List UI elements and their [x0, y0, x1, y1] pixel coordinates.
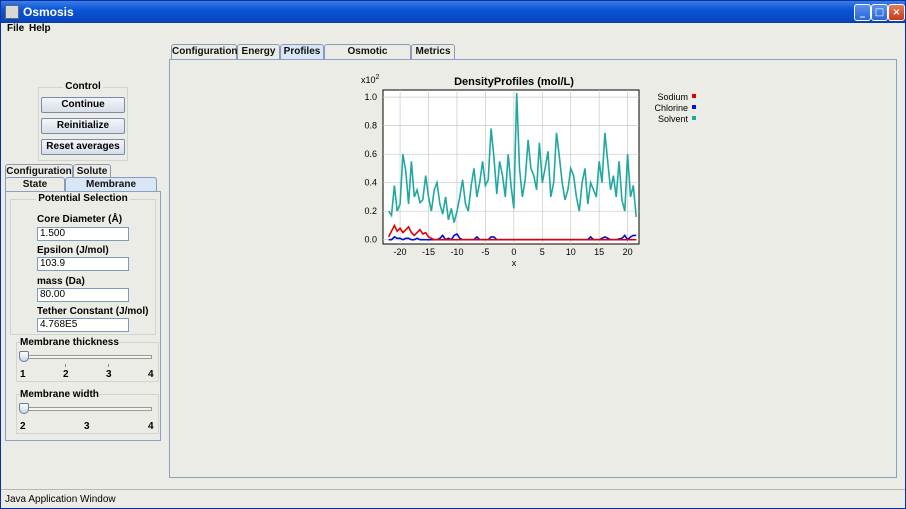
x-tick-label: 0 [511, 247, 516, 257]
legend-label-chlorine: Chlorine [654, 103, 688, 113]
series-lines [387, 92, 637, 241]
x-tick-label: -15 [422, 247, 435, 257]
membrane-width-slider[interactable] [19, 403, 29, 414]
mass-label: mass (Da) [37, 276, 85, 287]
x-tick-label: 5 [540, 247, 545, 257]
close-icon[interactable]: × [888, 4, 905, 21]
legend-label-sodium: Sodium [657, 92, 688, 102]
reset-averages-button[interactable]: Reset averages [41, 139, 125, 155]
thickness-tick-3: 3 [106, 369, 112, 380]
tether-constant-label: Tether Constant (J/mol) [37, 306, 149, 317]
membrane-thickness-label: Membrane thickness [20, 337, 119, 348]
thickness-tick-1: 1 [20, 369, 26, 380]
x-axis-label: x [512, 258, 517, 268]
epsilon-field[interactable]: 103.9 [37, 257, 129, 271]
potential-selection-group: Potential Selection Core Diameter (Å) 1.… [10, 193, 156, 335]
membrane-width-label: Membrane width [20, 389, 99, 400]
y-tick-label: 0.2 [364, 206, 377, 216]
thickness-tick-4: 4 [148, 369, 154, 380]
width-tick-3: 3 [84, 421, 90, 432]
side-tab-state[interactable]: State [5, 177, 65, 192]
control-title: Control [63, 81, 103, 92]
membrane-width-track[interactable] [21, 407, 152, 411]
potential-title: Potential Selection [36, 193, 130, 204]
legend-swatch-sodium [692, 94, 696, 98]
width-tick-2: 2 [20, 421, 26, 432]
y-tick-label: 1.0 [364, 92, 377, 102]
side-tab-configuration[interactable]: Configuration [5, 164, 73, 179]
menu-file[interactable]: File [7, 23, 25, 34]
chart-title: DensityProfiles (mol/L) [454, 76, 574, 88]
series-line-solvent [388, 92, 637, 223]
reinitialize-button[interactable]: Reinitialize [41, 118, 125, 134]
window-title: Osmosis [23, 5, 74, 19]
tether-constant-field[interactable]: 4.768E5 [37, 318, 129, 332]
menu-help[interactable]: Help [29, 23, 51, 34]
tab-energy[interactable]: Energy [237, 44, 280, 59]
x-tick-label: -20 [394, 247, 407, 257]
maximize-icon[interactable]: □ [871, 4, 888, 21]
thickness-tick-2: 2 [63, 369, 69, 380]
app-icon [5, 5, 19, 19]
series-line-sodium [387, 223, 637, 241]
y-tick-label: 0.6 [364, 149, 377, 159]
status-bar: Java Application Window [1, 489, 905, 508]
membrane-thickness-group: Membrane thickness 1 2 3 4 [16, 337, 159, 382]
tab-osmotic-pressure[interactable]: Osmotic Pressure [324, 44, 411, 70]
membrane-thickness-track[interactable] [21, 355, 152, 359]
y-tick-label: 0.4 [364, 178, 377, 188]
width-tick-4: 4 [148, 421, 154, 432]
legend-swatch-chlorine [692, 105, 696, 109]
y-tick-label: 0.0 [364, 235, 377, 245]
continue-button[interactable]: Continue [41, 97, 125, 113]
mass-field[interactable]: 80.00 [37, 288, 129, 302]
x-tick-label: -5 [481, 247, 489, 257]
minimize-icon[interactable]: _ [854, 4, 871, 21]
legend-swatch-solvent [692, 116, 696, 120]
tab-metrics[interactable]: Metrics [411, 44, 455, 59]
density-profiles-chart: x102 DensityProfiles (mol/L) -20 -15 -10 -5… [361, 74, 696, 268]
tab-configuration[interactable]: Configuration [171, 44, 238, 59]
membrane-width-group: Membrane width 2 3 4 [16, 389, 159, 434]
series-line-chlorine [388, 232, 637, 241]
side-tab-solute[interactable]: Solute [73, 164, 111, 179]
legend-label-solvent: Solvent [658, 114, 689, 124]
axes: -20 -15 -10 -5 0 5 10 15 20 0.0 0.2 0.4 0.6 0.8 1.0 [364, 92, 632, 257]
profiles-panel: x102 DensityProfiles (mol/L) -20 -15 -10 -5… [169, 59, 897, 478]
membrane-thickness-slider[interactable] [19, 351, 29, 362]
x-tick-label: 20 [623, 247, 633, 257]
plot-area [382, 89, 640, 245]
tab-profiles[interactable]: Profiles [280, 44, 324, 59]
title-bar[interactable]: Osmosis _ □ × [1, 1, 905, 23]
y-multiplier-label: x102 [361, 74, 380, 85]
x-tick-label: 15 [594, 247, 604, 257]
core-diameter-label: Core Diameter (Å) [37, 214, 123, 225]
side-tab-membrane[interactable]: Membrane [65, 177, 157, 192]
core-diameter-field[interactable]: 1.500 [37, 227, 129, 241]
y-tick-label: 0.8 [364, 121, 377, 131]
content-area: Control Continue Reinitialize Reset aver… [1, 37, 905, 489]
x-tick-label: -10 [450, 247, 463, 257]
control-group: Control Continue Reinitialize Reset aver… [38, 81, 128, 161]
x-tick-label: 10 [566, 247, 576, 257]
membrane-panel: Potential Selection Core Diameter (Å) 1.… [5, 191, 161, 441]
menu-bar: File Help [1, 23, 905, 37]
epsilon-label: Epsilon (J/mol) [37, 245, 109, 256]
